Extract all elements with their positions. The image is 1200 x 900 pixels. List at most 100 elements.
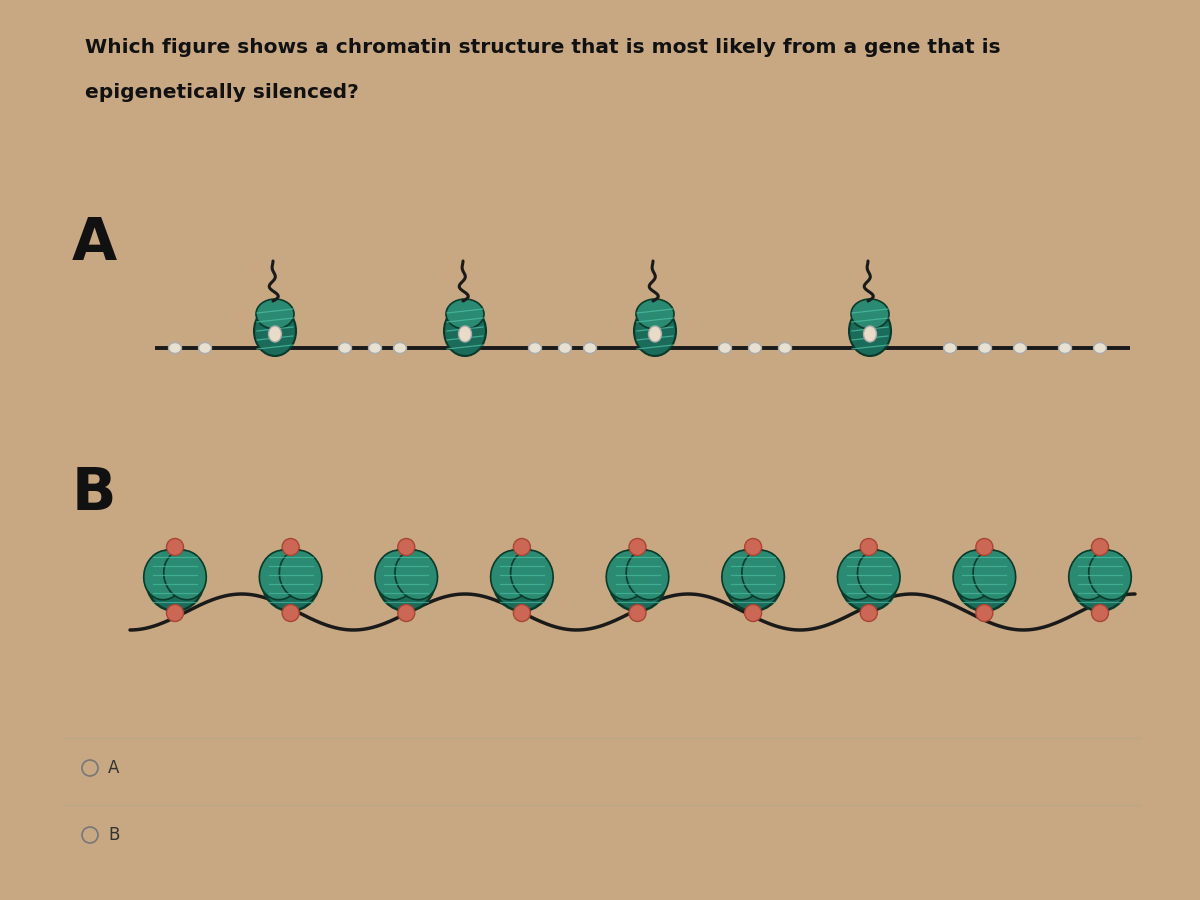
Point — [1000, 579, 1014, 590]
Point — [883, 579, 898, 590]
Point — [421, 552, 436, 562]
Point — [493, 552, 508, 562]
Line: 2 pts: 2 pts — [637, 309, 673, 313]
Point — [845, 317, 859, 328]
Point — [883, 588, 898, 598]
Point — [881, 312, 895, 323]
Point — [1000, 561, 1014, 572]
Point — [845, 344, 859, 355]
Ellipse shape — [1069, 550, 1111, 599]
Ellipse shape — [742, 550, 785, 599]
Point — [440, 308, 455, 319]
Point — [840, 588, 854, 598]
Point — [840, 597, 854, 608]
Ellipse shape — [198, 343, 211, 354]
Point — [1070, 561, 1085, 572]
Point — [653, 561, 667, 572]
Point — [190, 552, 204, 562]
Circle shape — [629, 605, 646, 622]
Point — [286, 339, 300, 350]
Point — [421, 597, 436, 608]
Point — [653, 552, 667, 562]
Circle shape — [397, 538, 415, 555]
Point — [306, 588, 320, 598]
Circle shape — [976, 605, 992, 622]
Line: 2 pts: 2 pts — [448, 309, 482, 313]
Ellipse shape — [254, 306, 296, 356]
Ellipse shape — [377, 549, 436, 611]
Circle shape — [976, 538, 992, 555]
Point — [653, 588, 667, 598]
Point — [1000, 570, 1014, 580]
Line: 2 pts: 2 pts — [852, 336, 888, 340]
Ellipse shape — [280, 550, 322, 599]
Point — [840, 552, 854, 562]
Line: 2 pts: 2 pts — [448, 327, 482, 331]
Circle shape — [514, 538, 530, 555]
Line: 2 pts: 2 pts — [637, 336, 673, 340]
Circle shape — [282, 538, 299, 555]
Point — [377, 579, 391, 590]
Point — [1115, 552, 1129, 562]
Line: 2 pts: 2 pts — [257, 309, 293, 313]
Ellipse shape — [144, 550, 186, 599]
Ellipse shape — [858, 550, 900, 599]
Point — [262, 579, 276, 590]
Point — [955, 552, 970, 562]
Point — [190, 579, 204, 590]
Ellipse shape — [840, 549, 898, 611]
Line: 2 pts: 2 pts — [257, 345, 293, 349]
Circle shape — [282, 605, 299, 622]
Point — [666, 303, 680, 314]
Line: 2 pts: 2 pts — [852, 309, 888, 313]
Point — [666, 339, 680, 350]
Line: 2 pts: 2 pts — [637, 327, 673, 331]
Line: 2 pts: 2 pts — [257, 318, 293, 322]
Ellipse shape — [955, 549, 1013, 611]
Point — [1115, 570, 1129, 580]
Ellipse shape — [848, 306, 890, 356]
Point — [653, 579, 667, 590]
Text: A: A — [72, 215, 118, 272]
Point — [421, 579, 436, 590]
Line: 2 pts: 2 pts — [637, 318, 673, 322]
Point — [881, 339, 895, 350]
Point — [250, 344, 264, 355]
Circle shape — [1092, 605, 1109, 622]
Point — [666, 321, 680, 332]
Ellipse shape — [648, 326, 661, 342]
Point — [608, 570, 623, 580]
Point — [536, 561, 551, 572]
Point — [536, 579, 551, 590]
Text: Which figure shows a chromatin structure that is most likely from a gene that is: Which figure shows a chromatin structure… — [85, 38, 1001, 57]
Point — [881, 330, 895, 341]
Ellipse shape — [634, 306, 676, 356]
Point — [536, 570, 551, 580]
Line: 2 pts: 2 pts — [852, 318, 888, 322]
Ellipse shape — [444, 306, 486, 356]
Point — [883, 570, 898, 580]
Line: 2 pts: 2 pts — [852, 345, 888, 349]
Point — [377, 552, 391, 562]
Point — [190, 597, 204, 608]
Point — [630, 317, 644, 328]
Line: 2 pts: 2 pts — [448, 336, 482, 340]
Text: A: A — [108, 759, 119, 777]
Point — [1115, 561, 1129, 572]
Ellipse shape — [851, 299, 889, 329]
Point — [1000, 597, 1014, 608]
Point — [630, 326, 644, 337]
Circle shape — [745, 538, 762, 555]
Point — [250, 326, 264, 337]
Point — [306, 579, 320, 590]
Ellipse shape — [269, 326, 282, 342]
Ellipse shape — [626, 550, 668, 599]
Point — [286, 330, 300, 341]
Point — [262, 552, 276, 562]
Point — [286, 303, 300, 314]
Point — [493, 561, 508, 572]
Ellipse shape — [724, 549, 782, 611]
Point — [146, 570, 161, 580]
Circle shape — [860, 605, 877, 622]
Point — [1000, 552, 1014, 562]
